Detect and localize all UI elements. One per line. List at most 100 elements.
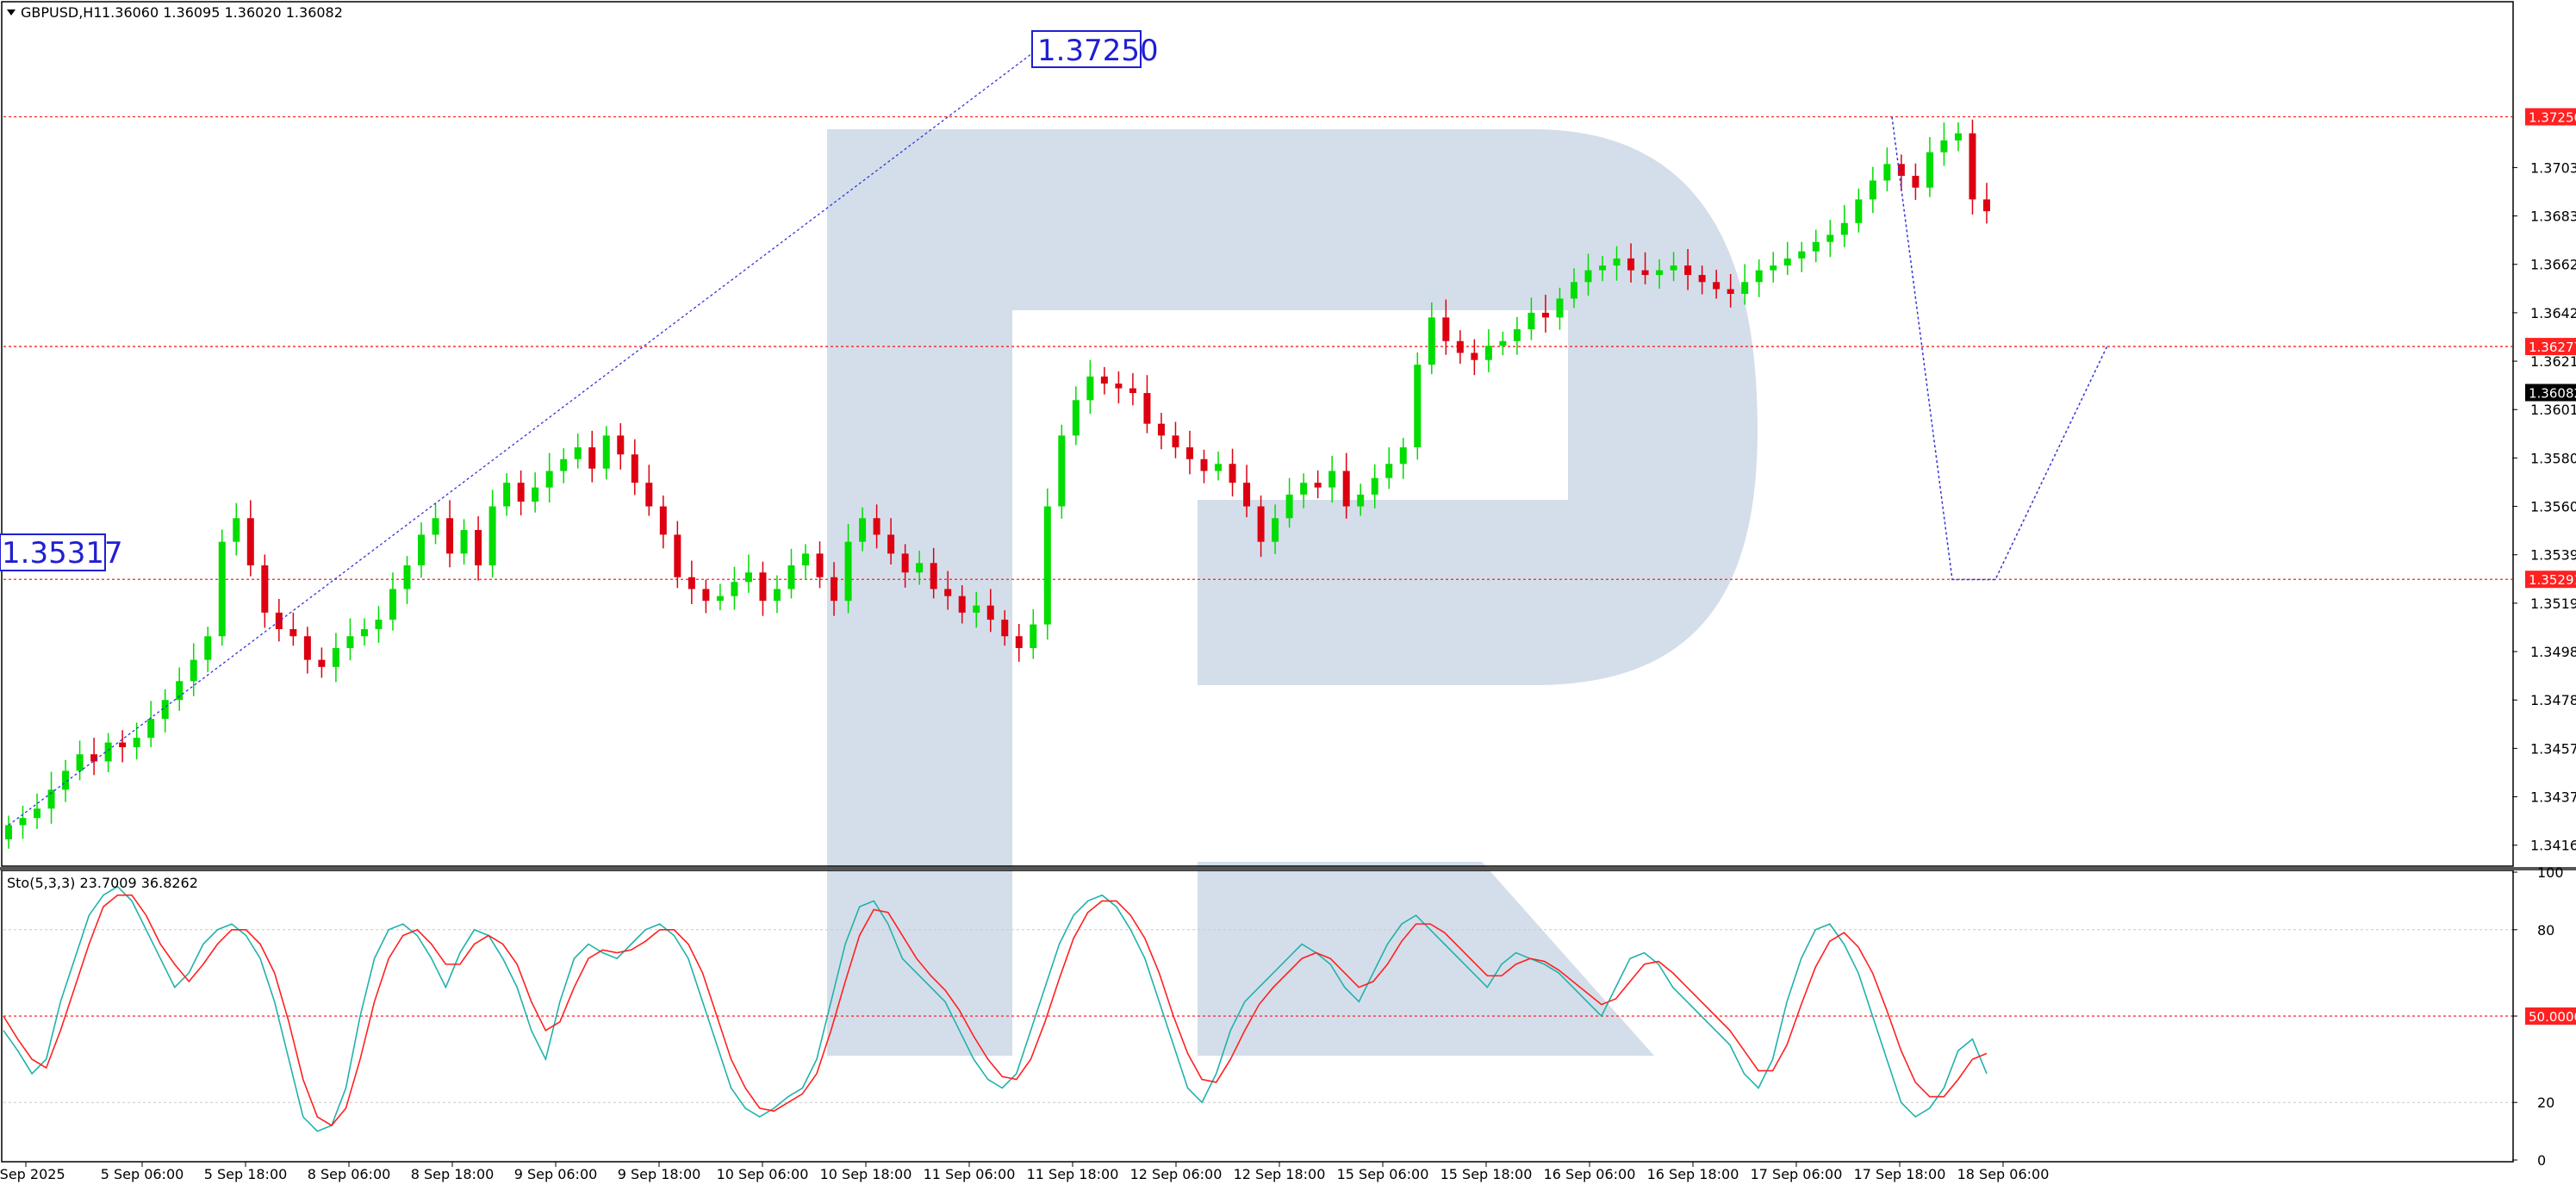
candle[interactable] — [1584, 253, 1592, 296]
candle[interactable] — [930, 547, 937, 599]
candle[interactable] — [1713, 270, 1720, 299]
candle[interactable] — [560, 448, 568, 483]
candle[interactable] — [901, 544, 909, 588]
candle[interactable] — [958, 585, 966, 624]
candle[interactable] — [1698, 265, 1706, 295]
candle[interactable] — [1883, 147, 1891, 192]
candle[interactable] — [133, 722, 140, 760]
candle[interactable] — [1656, 259, 1664, 289]
candle[interactable] — [190, 643, 197, 696]
candle[interactable] — [104, 733, 112, 773]
candle[interactable] — [1157, 413, 1165, 450]
candle[interactable] — [674, 521, 681, 589]
candle[interactable] — [731, 566, 738, 610]
candle[interactable] — [1257, 495, 1265, 558]
candle[interactable] — [1200, 449, 1208, 483]
candle[interactable] — [246, 500, 254, 577]
candle[interactable] — [1541, 295, 1549, 333]
candle[interactable] — [986, 589, 994, 633]
candle[interactable] — [1456, 330, 1464, 365]
candle[interactable] — [460, 519, 468, 564]
candle[interactable] — [161, 689, 169, 733]
candle[interactable] — [1969, 119, 1976, 215]
candle[interactable] — [261, 554, 269, 628]
candle[interactable] — [1798, 241, 1806, 272]
candle[interactable] — [1783, 241, 1791, 276]
candle[interactable] — [47, 771, 55, 824]
candle[interactable] — [1954, 122, 1962, 152]
candle[interactable] — [844, 523, 852, 614]
candle[interactable] — [1143, 375, 1151, 433]
candle[interactable] — [545, 452, 553, 503]
candle[interactable] — [119, 730, 127, 763]
trend-guide-line[interactable] — [8, 53, 1033, 826]
candle[interactable] — [1300, 473, 1308, 508]
candle[interactable] — [1058, 424, 1066, 519]
candle[interactable] — [645, 465, 653, 516]
candle[interactable] — [716, 583, 724, 611]
candle[interactable] — [1001, 610, 1009, 646]
dropdown-triangle-icon[interactable] — [7, 9, 16, 16]
candle[interactable] — [1243, 465, 1251, 518]
candle[interactable] — [744, 554, 752, 593]
candle[interactable] — [34, 793, 41, 829]
candle[interactable] — [204, 627, 212, 672]
candle[interactable] — [488, 490, 496, 578]
candle[interactable] — [1442, 299, 1450, 355]
candle[interactable] — [532, 472, 539, 513]
candle[interactable] — [617, 423, 625, 470]
candle[interactable] — [1926, 137, 1933, 197]
candle[interactable] — [1912, 163, 1920, 200]
candle[interactable] — [176, 667, 184, 711]
candle[interactable] — [688, 560, 695, 604]
candle[interactable] — [1285, 477, 1293, 528]
candle[interactable] — [1100, 366, 1108, 395]
candle[interactable] — [360, 618, 368, 646]
candle[interactable] — [517, 470, 525, 515]
candle[interactable] — [1314, 470, 1322, 499]
candle[interactable] — [303, 627, 311, 674]
candle[interactable] — [1172, 421, 1179, 458]
candle[interactable] — [702, 579, 710, 614]
candle[interactable] — [1770, 252, 1777, 283]
candle[interactable] — [1812, 229, 1820, 263]
candle[interactable] — [1513, 316, 1521, 355]
candle[interactable] — [574, 433, 582, 469]
candle[interactable] — [1385, 447, 1393, 490]
target-high-box[interactable]: 1.37250 — [1031, 30, 1159, 68]
candle[interactable] — [816, 541, 824, 589]
candle[interactable] — [147, 701, 155, 748]
candle[interactable] — [1229, 448, 1236, 497]
candle[interactable] — [1030, 609, 1037, 659]
candle[interactable] — [1570, 268, 1577, 309]
candle[interactable] — [318, 647, 326, 678]
candle[interactable] — [1215, 452, 1223, 481]
candle[interactable] — [1641, 252, 1649, 285]
candle[interactable] — [602, 426, 610, 480]
candle[interactable] — [1670, 252, 1677, 282]
candle[interactable] — [389, 572, 396, 631]
candle[interactable] — [1129, 373, 1136, 406]
candle[interactable] — [1855, 188, 1863, 233]
candle[interactable] — [5, 815, 12, 849]
candle[interactable] — [1556, 287, 1564, 330]
candle[interactable] — [859, 507, 867, 552]
candle[interactable] — [873, 504, 880, 549]
candle[interactable] — [1484, 329, 1492, 372]
candle[interactable] — [831, 562, 838, 616]
candle[interactable] — [432, 502, 439, 545]
candle[interactable] — [375, 606, 383, 643]
candle[interactable] — [659, 495, 667, 549]
candle[interactable] — [62, 759, 70, 802]
target-low-box[interactable]: 1.35317 — [0, 533, 123, 571]
candle[interactable] — [887, 518, 895, 564]
candle[interactable] — [1115, 371, 1123, 404]
candle[interactable] — [973, 591, 980, 628]
candle[interactable] — [631, 439, 638, 496]
candle[interactable] — [1414, 352, 1422, 460]
candle[interactable] — [332, 633, 339, 683]
candle[interactable] — [1741, 264, 1749, 305]
stochastic-signal-line[interactable] — [3, 894, 1988, 1126]
candle[interactable] — [1684, 248, 1692, 290]
candle[interactable] — [1399, 438, 1407, 479]
